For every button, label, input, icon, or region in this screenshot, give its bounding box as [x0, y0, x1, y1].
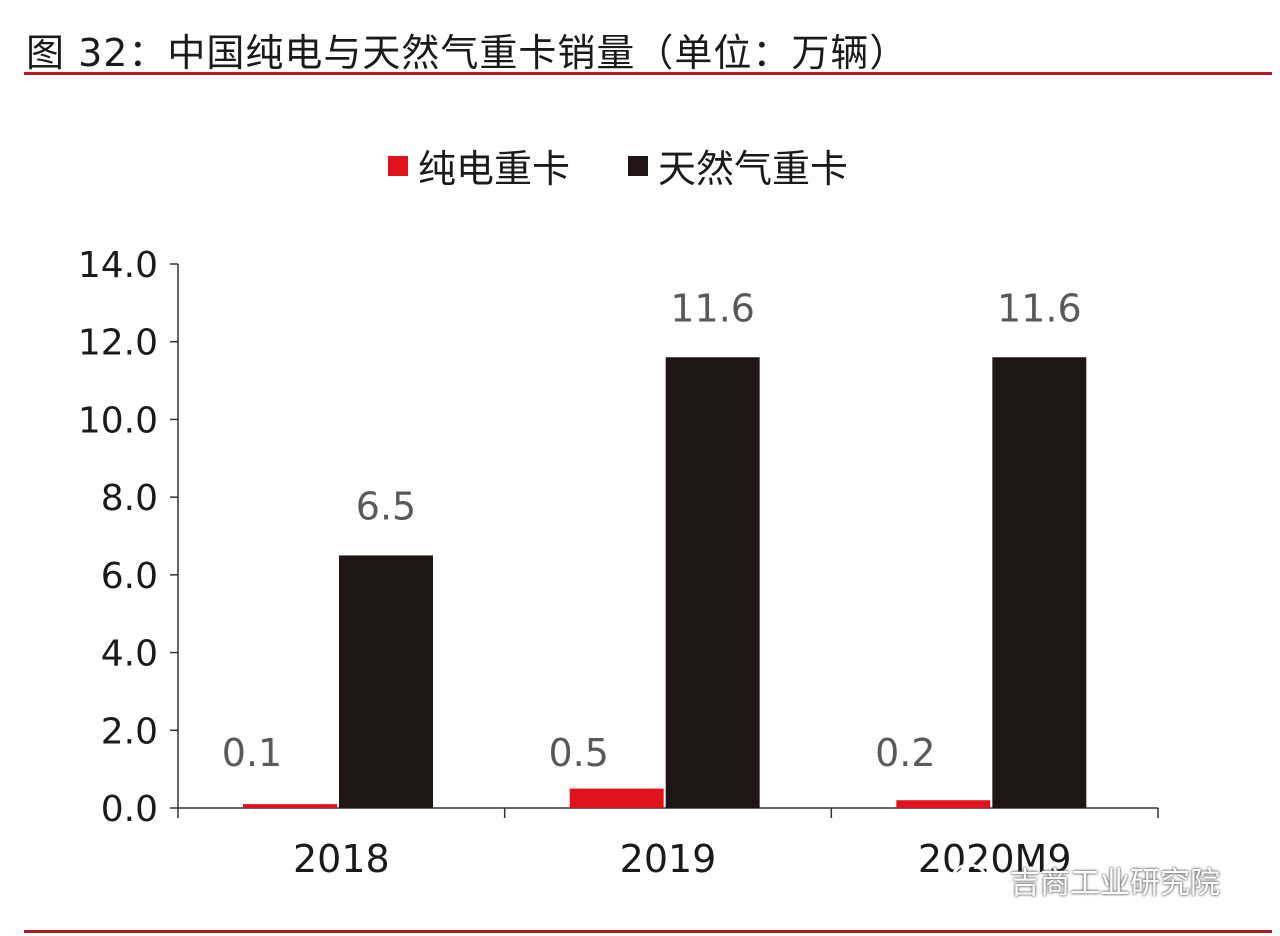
y-tick-label: 0.0: [101, 789, 158, 830]
data-label: 0.2: [875, 731, 935, 775]
legend-label-2: 天然气重卡: [658, 147, 848, 191]
x-tick-label: 2019: [620, 837, 717, 881]
y-tick-label: 14.0: [78, 245, 158, 286]
y-tick-label: 10.0: [78, 400, 158, 441]
legend-label-1: 纯电重卡: [418, 147, 570, 191]
bottom-rule: [24, 930, 1272, 933]
bar-electric-2020M9: [896, 800, 991, 808]
watermark-text: 吉商工业研究院: [1010, 866, 1220, 901]
data-label: 11.6: [670, 286, 755, 330]
figure-title: 图 32：中国纯电与天然气重卡销量（单位：万辆）: [26, 31, 909, 75]
data-label: 0.1: [222, 731, 282, 775]
bar-gas-2020M9: [992, 357, 1087, 808]
data-label: 0.5: [548, 731, 608, 775]
watermark: 吉商工业研究院: [950, 858, 1220, 902]
bar-gas-2018: [339, 555, 433, 808]
bar-gas-2019: [665, 357, 760, 808]
y-tick-label: 12.0: [78, 323, 158, 364]
wechat-icon: [951, 863, 999, 896]
y-tick-label: 6.0: [101, 556, 158, 597]
y-tick-label: 8.0: [101, 478, 158, 519]
data-label: 11.6: [997, 286, 1082, 330]
y-tick-label: 2.0: [101, 711, 158, 752]
x-tick-label: 2018: [293, 837, 390, 881]
title-rule: [24, 72, 1272, 75]
legend-swatch-2: [628, 156, 648, 176]
legend-swatch-1: [388, 156, 408, 176]
y-tick-label: 4.0: [101, 634, 158, 675]
x-tick-label: 2020M9: [918, 837, 1072, 881]
bar-electric-2018: [243, 804, 337, 808]
data-label: 6.5: [356, 484, 416, 528]
bar-electric-2019: [569, 788, 664, 808]
